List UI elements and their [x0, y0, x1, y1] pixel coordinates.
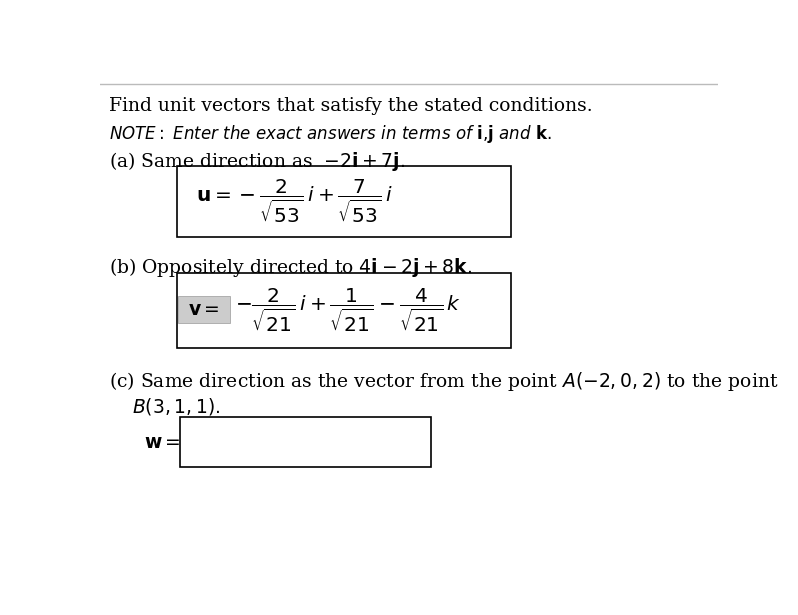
FancyBboxPatch shape: [178, 296, 231, 323]
FancyBboxPatch shape: [177, 166, 511, 237]
Text: $-\dfrac{2}{\sqrt{21}}\,i + \dfrac{1}{\sqrt{21}} - \dfrac{4}{\sqrt{21}}\,k$: $-\dfrac{2}{\sqrt{21}}\,i + \dfrac{1}{\s…: [235, 287, 461, 335]
Text: $\mathbf{u} = -\dfrac{2}{\sqrt{53}}\,i + \dfrac{7}{\sqrt{53}}\,i$: $\mathbf{u} = -\dfrac{2}{\sqrt{53}}\,i +…: [196, 178, 393, 226]
Text: (a) Same direction as  $-2\mathbf{i} + 7\mathbf{j}.$: (a) Same direction as $-2\mathbf{i} + 7\…: [109, 149, 405, 173]
Text: $\mathit{NOTE{:}\ Enter\ the\ exact\ answers\ in\ terms\ of\ }$$\mathbf{i}$$\mat: $\mathit{NOTE{:}\ Enter\ the\ exact\ ans…: [109, 122, 552, 145]
Text: $\mathbf{v} =$: $\mathbf{v} =$: [188, 300, 220, 319]
Text: (b) Oppositely directed to $4\mathbf{i} - 2\mathbf{j} + 8\mathbf{k}.$: (b) Oppositely directed to $4\mathbf{i} …: [109, 256, 472, 279]
FancyBboxPatch shape: [177, 272, 511, 349]
Text: (c) Same direction as the vector from the point $A(-2,0,2)$ to the point: (c) Same direction as the vector from th…: [109, 370, 779, 393]
Text: $\mathbf{w} =$: $\mathbf{w} =$: [144, 433, 181, 452]
Text: Find unit vectors that satisfy the stated conditions.: Find unit vectors that satisfy the state…: [109, 97, 593, 116]
Text: $B(3,1,1).$: $B(3,1,1).$: [132, 396, 220, 417]
FancyBboxPatch shape: [180, 417, 431, 467]
